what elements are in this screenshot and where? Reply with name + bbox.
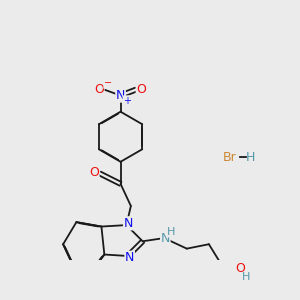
Text: H: H — [245, 151, 255, 164]
Text: O: O — [136, 83, 146, 96]
Text: −: − — [104, 78, 112, 88]
Text: Br: Br — [223, 151, 236, 164]
Text: N: N — [160, 232, 170, 245]
Text: H: H — [167, 227, 176, 237]
Text: O: O — [94, 83, 104, 96]
Text: O: O — [236, 262, 245, 275]
Text: N: N — [116, 89, 125, 102]
Text: +: + — [123, 96, 131, 106]
Text: N: N — [125, 251, 134, 264]
Text: N: N — [124, 217, 133, 230]
Text: O: O — [89, 167, 99, 179]
Text: H: H — [242, 272, 250, 283]
